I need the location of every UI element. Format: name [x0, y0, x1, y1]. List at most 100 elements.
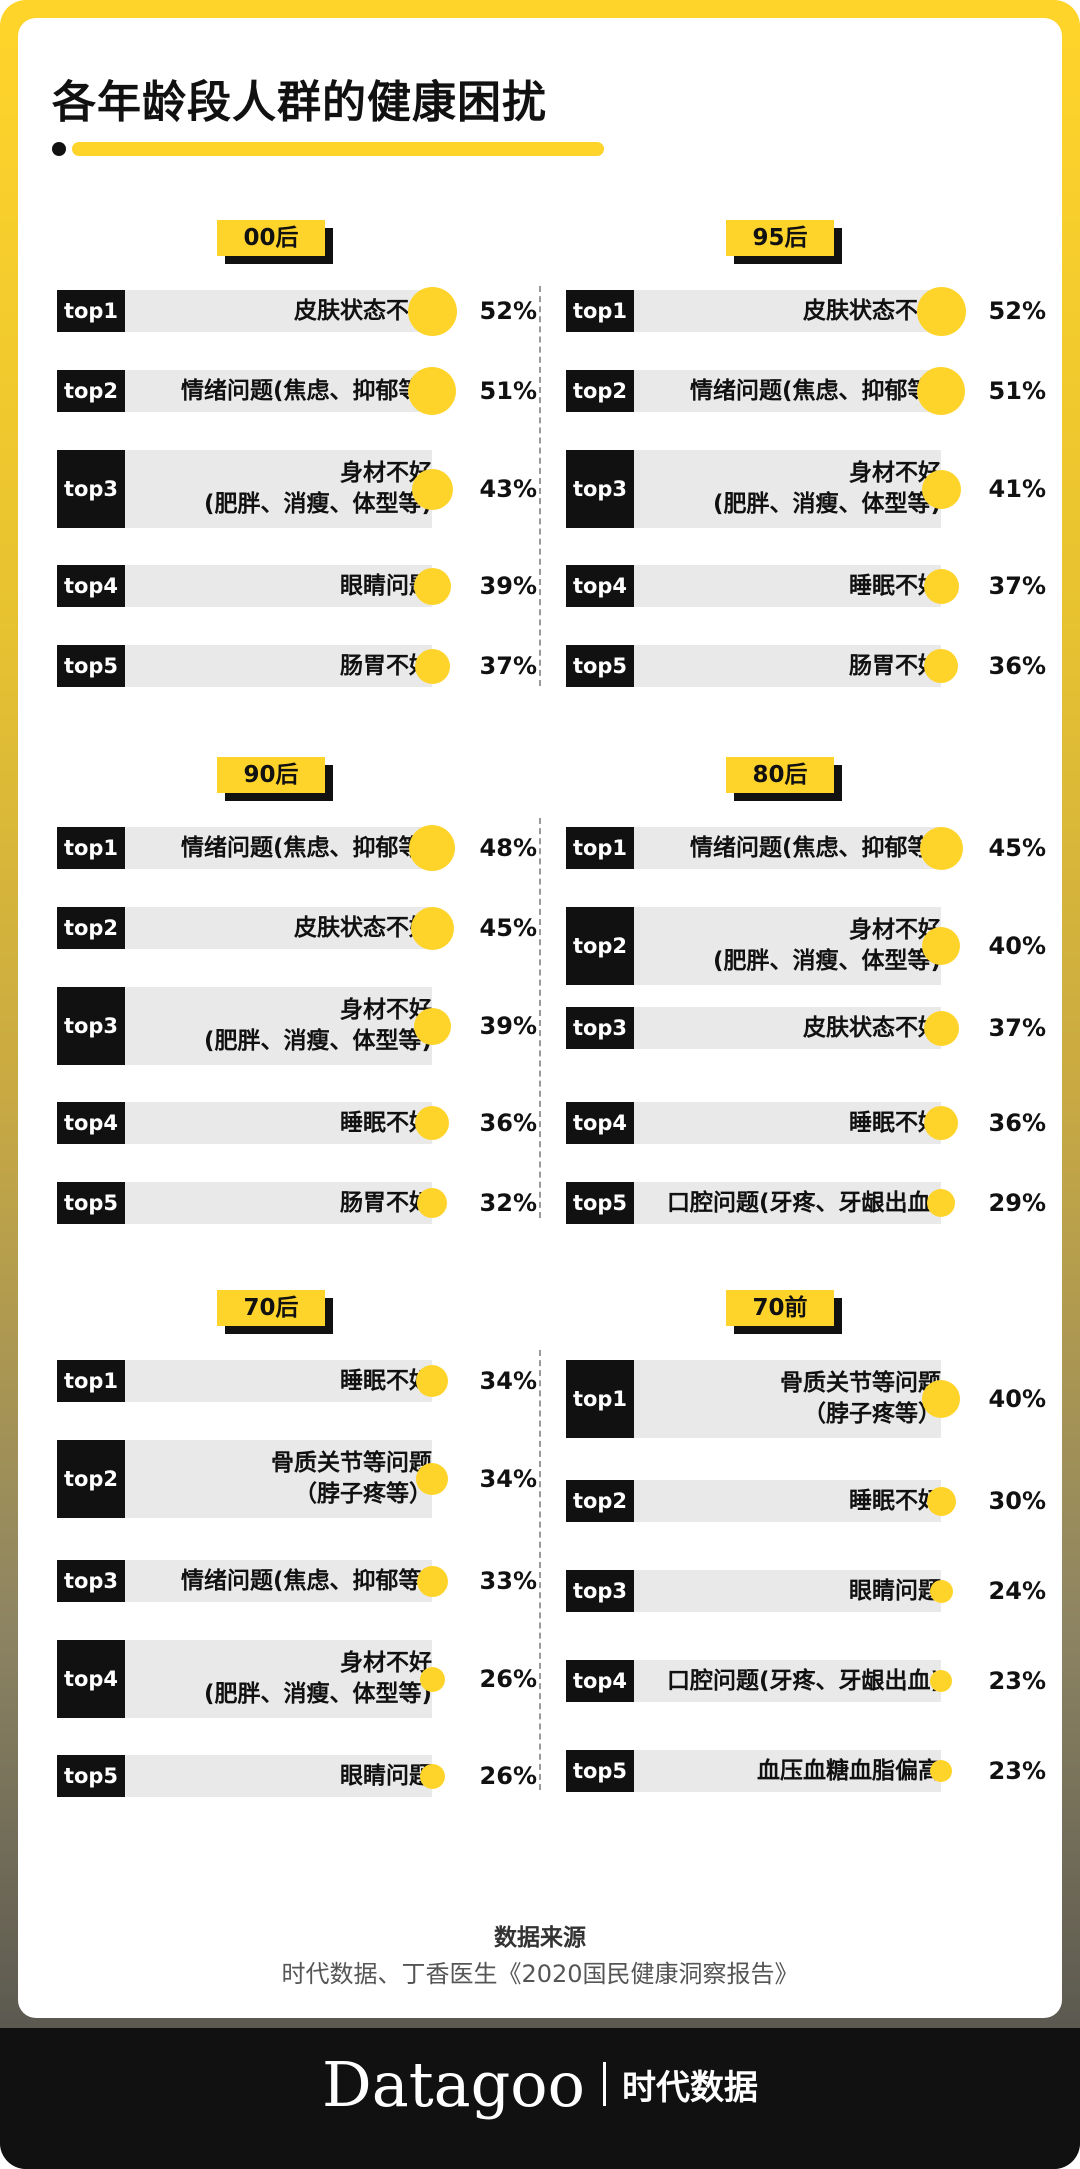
value-circle — [929, 1579, 953, 1603]
value-circle — [411, 468, 453, 510]
ranking-row: top5 眼睛问题 26% — [57, 1755, 537, 1797]
issue-label: 肠胃不好 — [340, 1189, 432, 1216]
footer-bar — [0, 2028, 1080, 2169]
value-percent-label: 43% — [479, 475, 537, 503]
value-circle — [927, 1189, 955, 1217]
ranking-row: top1 皮肤状态不好 52% — [566, 286, 1046, 336]
ranking-row: top1 骨质关节等问题 （脖子疼等） 40% — [566, 1360, 1046, 1438]
issue-label: 眼睛问题 — [340, 572, 432, 599]
rank-label: top1 — [566, 1360, 634, 1438]
rank-label: top4 — [566, 565, 634, 607]
age-tag-wrapper: 95后 — [726, 220, 842, 264]
ranking-row: top3 身材不好 (肥胖、消瘦、体型等) 43% — [57, 450, 537, 528]
rank-label: top2 — [57, 907, 125, 949]
age-group-panel: 95后 top1 皮肤状态不好 52% top2 情绪问题(焦虑、抑郁等) 51% top3 身… — [566, 220, 1046, 740]
value-circle — [415, 1106, 449, 1140]
value-circle — [407, 286, 457, 336]
ranking-row: top1 情绪问题(焦虑、抑郁等) 48% — [57, 825, 537, 871]
rank-label: top3 — [566, 450, 634, 528]
ranking-row: top5 肠胃不好 36% — [566, 645, 1046, 687]
ranking-row: top4 睡眠不好 36% — [566, 1102, 1046, 1144]
value-circle — [416, 1463, 448, 1495]
age-tag-wrapper: 70后 — [217, 1290, 333, 1334]
value-percent-label: 23% — [988, 1757, 1046, 1785]
ranking-row: top3 皮肤状态不好 37% — [566, 1007, 1046, 1049]
value-circle — [413, 567, 451, 605]
issue-label: 肠胃不好 — [849, 652, 941, 679]
issue-label: 肠胃不好 — [340, 652, 432, 679]
value-percent-label: 34% — [479, 1465, 537, 1493]
issue-label: 骨质关节等问题 （脖子疼等） — [271, 1450, 432, 1507]
value-percent-label: 40% — [988, 1385, 1046, 1413]
value-circle — [922, 927, 960, 965]
ranking-row: top4 身材不好 (肥胖、消瘦、体型等) 26% — [57, 1640, 537, 1718]
source-label: 数据来源 — [494, 1925, 586, 1951]
title-underline-bar — [72, 142, 604, 156]
value-circle — [419, 1666, 445, 1692]
ranking-row: top4 睡眠不好 37% — [566, 565, 1046, 607]
ranking-row: top2 皮肤状态不好 45% — [57, 906, 537, 950]
brand-separator — [602, 2062, 606, 2106]
rank-label: top3 — [57, 987, 125, 1065]
value-circle — [414, 648, 450, 684]
value-circle — [917, 367, 965, 415]
age-group-label: 00后 — [217, 220, 325, 256]
ranking-row: top5 血压血糖血脂偏高 23% — [566, 1750, 1046, 1792]
rank-label: top5 — [566, 1182, 634, 1224]
ranking-row: top3 眼睛问题 24% — [566, 1570, 1046, 1612]
value-circle — [419, 1763, 445, 1789]
value-percent-label: 26% — [479, 1762, 537, 1790]
issue-label: 情绪问题(焦虑、抑郁等) — [689, 377, 941, 404]
value-circle — [416, 1565, 448, 1597]
rank-label: top2 — [566, 1480, 634, 1522]
issue-label: 情绪问题(焦虑、抑郁等) — [180, 1567, 432, 1594]
rank-label: top5 — [57, 645, 125, 687]
age-tag-wrapper: 90后 — [217, 757, 333, 801]
value-circle — [923, 568, 959, 604]
rank-label: top5 — [57, 1182, 125, 1224]
brand-name: Datagoo — [322, 2047, 585, 2121]
age-group-label: 80后 — [726, 757, 834, 793]
title-underline-dot — [52, 142, 66, 156]
value-circle — [924, 649, 958, 683]
value-percent-label: 37% — [479, 652, 537, 680]
ranking-row: top2 骨质关节等问题 （脖子疼等） 34% — [57, 1440, 537, 1518]
value-percent-label: 37% — [988, 572, 1046, 600]
ranking-row: top2 睡眠不好 30% — [566, 1480, 1046, 1522]
value-percent-label: 36% — [988, 1109, 1046, 1137]
rank-label: top4 — [57, 1640, 125, 1718]
ranking-row: top2 情绪问题(焦虑、抑郁等) 51% — [566, 367, 1046, 415]
issue-label: 睡眠不好 — [849, 572, 941, 599]
age-group-panel: 00后 top1 皮肤状态不好 52% top2 情绪问题(焦虑、抑郁等) 51% top3 身… — [57, 220, 537, 740]
value-circle — [409, 825, 455, 871]
value-circle — [930, 1760, 952, 1782]
rank-label: top3 — [57, 1560, 125, 1602]
ranking-row: top5 口腔问题(牙疼、牙龈出血) 29% — [566, 1182, 1046, 1224]
brand-cn-name: 时代数据 — [621, 2067, 758, 2108]
ranking-row: top4 睡眠不好 36% — [57, 1102, 537, 1144]
age-group-label: 70后 — [217, 1290, 325, 1326]
rank-label: top4 — [57, 1102, 125, 1144]
value-percent-label: 39% — [479, 572, 537, 600]
rank-label: top4 — [566, 1102, 634, 1144]
value-percent-label: 51% — [479, 377, 537, 405]
value-circle — [930, 1670, 952, 1692]
value-percent-label: 52% — [479, 297, 537, 325]
issue-label: 血压血糖血脂偏高 — [757, 1757, 941, 1784]
ranking-row: top3 身材不好 (肥胖、消瘦、体型等) 41% — [566, 450, 1046, 528]
rank-label: top3 — [566, 1007, 634, 1049]
issue-label: 情绪问题(焦虑、抑郁等) — [689, 834, 941, 861]
ranking-row: top5 肠胃不好 32% — [57, 1182, 537, 1224]
ranking-row: top3 身材不好 (肥胖、消瘦、体型等) 39% — [57, 987, 537, 1065]
value-percent-label: 32% — [479, 1189, 537, 1217]
value-circle — [924, 1106, 958, 1140]
rank-label: top2 — [57, 1440, 125, 1518]
issue-label: 身材不好 (肥胖、消瘦、体型等) — [712, 460, 941, 517]
value-percent-label: 36% — [988, 652, 1046, 680]
ranking-row: top1 睡眠不好 34% — [57, 1360, 537, 1402]
issue-label: 身材不好 (肥胖、消瘦、体型等) — [203, 1650, 432, 1707]
age-tag-wrapper: 70前 — [726, 1290, 842, 1334]
issue-label: 身材不好 (肥胖、消瘦、体型等) — [203, 997, 432, 1054]
age-tag-wrapper: 00后 — [217, 220, 333, 264]
value-circle — [921, 469, 961, 509]
